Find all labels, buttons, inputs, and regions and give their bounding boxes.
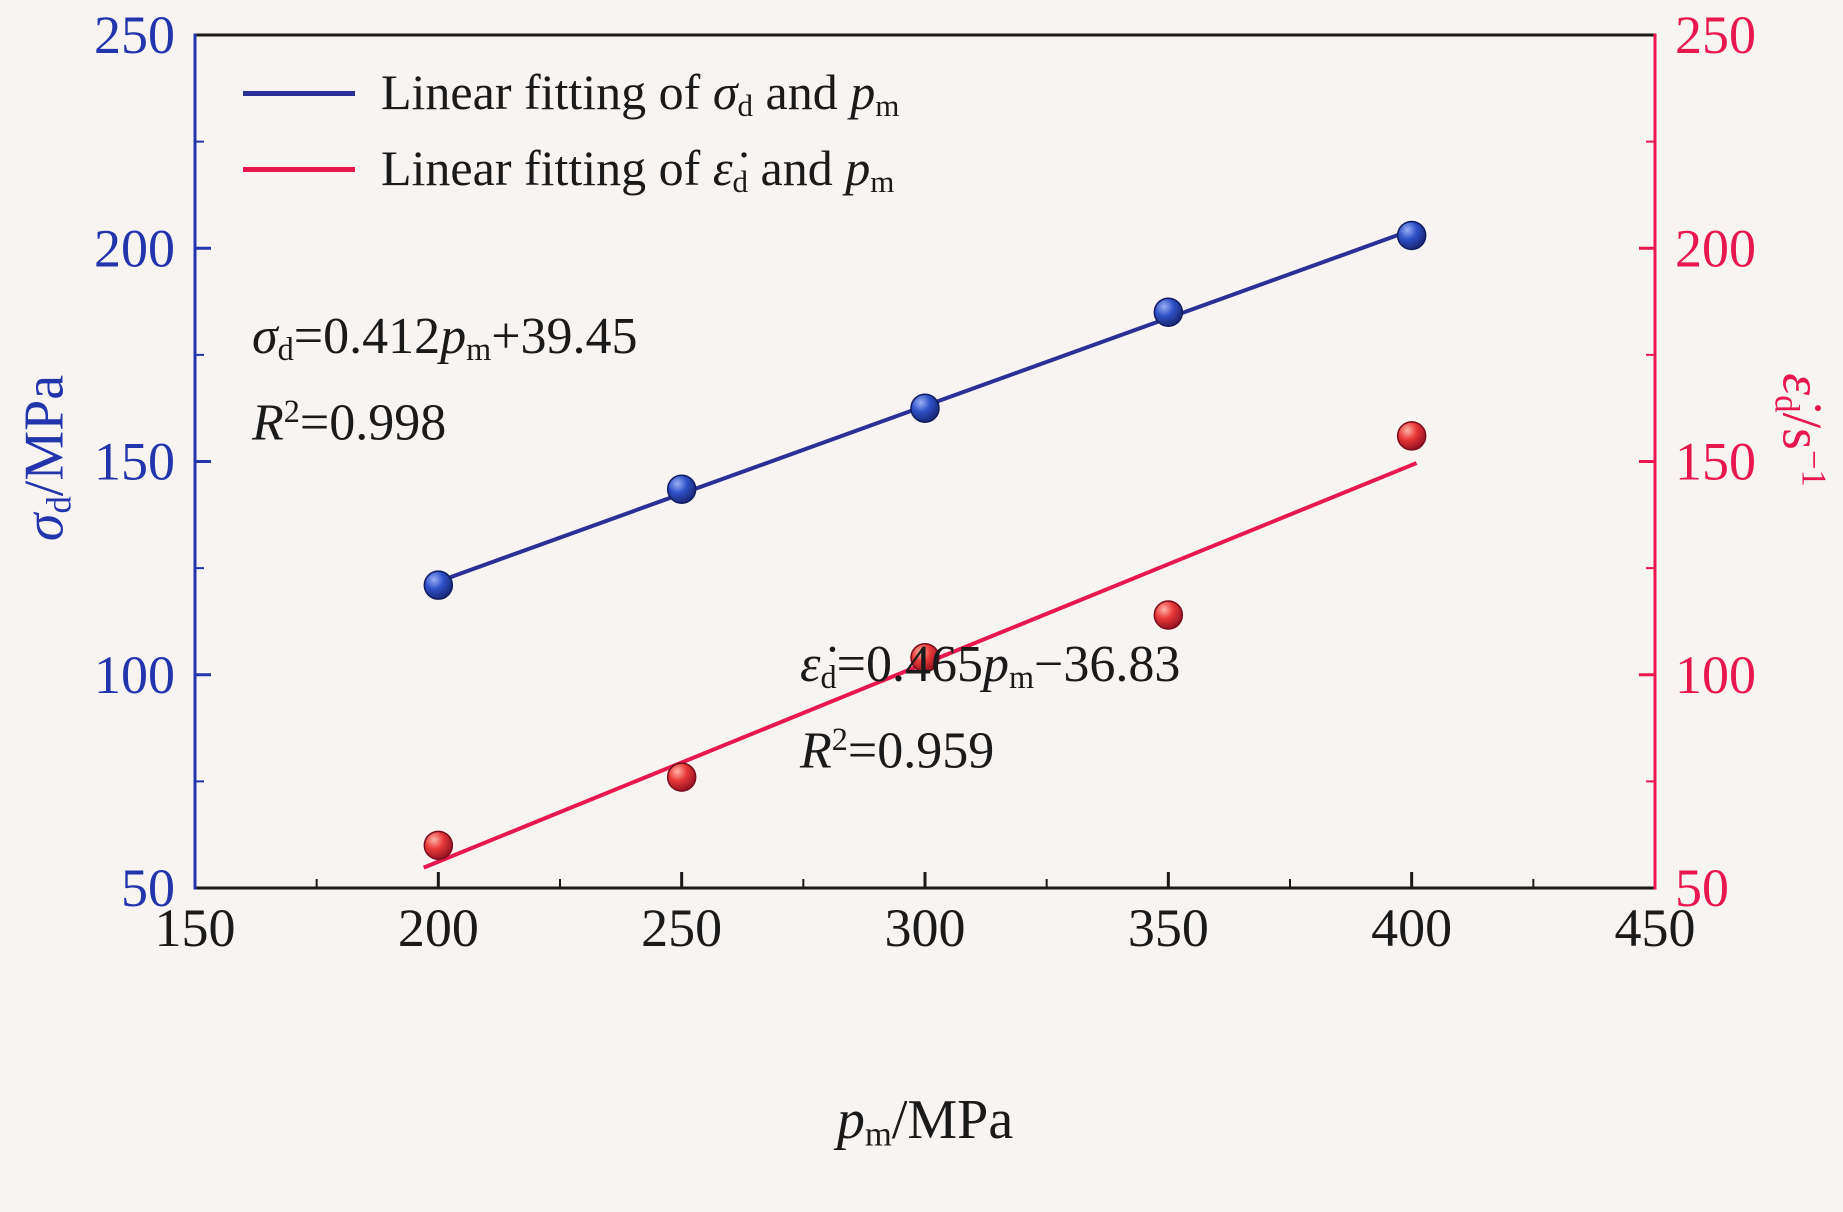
right-tick-label: 100 <box>1675 645 1756 705</box>
legend-line-sample-red <box>243 166 355 172</box>
x-axis-title: pm/MPa <box>836 1089 1014 1154</box>
x-tick-label: 200 <box>398 898 479 958</box>
x-tick-label: 450 <box>1615 898 1696 958</box>
data-point-epsilon <box>910 642 940 673</box>
left-tick-label: 100 <box>94 645 175 705</box>
left-tick-label: 50 <box>121 858 175 918</box>
legend-line-sample-blue <box>243 90 355 96</box>
fit-rsquared-epsilon: R2=0.959 <box>800 721 995 780</box>
left-tick-label: 200 <box>94 218 175 278</box>
data-point-sigma <box>423 570 454 600</box>
right-tick-label: 150 <box>1675 432 1756 492</box>
data-point-sigma <box>1396 220 1427 251</box>
left-axis-title: σd/MPa <box>13 374 79 542</box>
right-tick-label: 200 <box>1675 218 1756 278</box>
fit-equation-epsilon-line1: ε̇d=0.465pm−36.83 <box>800 636 1181 696</box>
right-tick-label: 250 <box>1675 5 1756 65</box>
data-point-sigma <box>910 393 940 423</box>
left-tick-label: 250 <box>94 5 175 65</box>
fit-equation-sigma-line1: σd=0.412pm+39.45 <box>252 308 638 368</box>
left-tick-label: 150 <box>94 432 175 492</box>
right-axis-title: ε̇d/s−1 <box>1767 373 1834 487</box>
x-tick-label: 250 <box>641 898 722 958</box>
data-point-sigma <box>1153 297 1184 327</box>
x-tick-label: 400 <box>1371 898 1452 958</box>
legend-label-sigma: Linear fitting of σd and pm <box>381 63 900 123</box>
data-point-epsilon <box>1153 600 1184 630</box>
right-tick-label: 50 <box>1675 858 1729 918</box>
data-point-epsilon <box>1396 421 1427 451</box>
fit-equation-sigma: σd=0.412pm+39.45 R2=0.998 <box>252 300 638 452</box>
data-point-epsilon <box>666 762 697 792</box>
legend: Linear fitting of σd and pm Linear fitti… <box>243 55 899 207</box>
fit-rsquared-sigma: R2=0.998 <box>252 393 447 452</box>
fit-equation-epsilon: ε̇d=0.465pm−36.83 R2=0.959 <box>800 628 1181 780</box>
data-point-epsilon <box>423 830 454 861</box>
x-tick-label: 300 <box>885 898 966 958</box>
data-point-sigma <box>666 474 697 504</box>
legend-item-epsilon: Linear fitting of ε̇d and pm <box>243 131 899 207</box>
x-tick-label: 150 <box>155 898 236 958</box>
legend-label-epsilon: Linear fitting of ε̇d and pm <box>381 139 895 199</box>
x-tick-label: 350 <box>1128 898 1209 958</box>
legend-item-sigma: Linear fitting of σd and pm <box>243 55 899 131</box>
